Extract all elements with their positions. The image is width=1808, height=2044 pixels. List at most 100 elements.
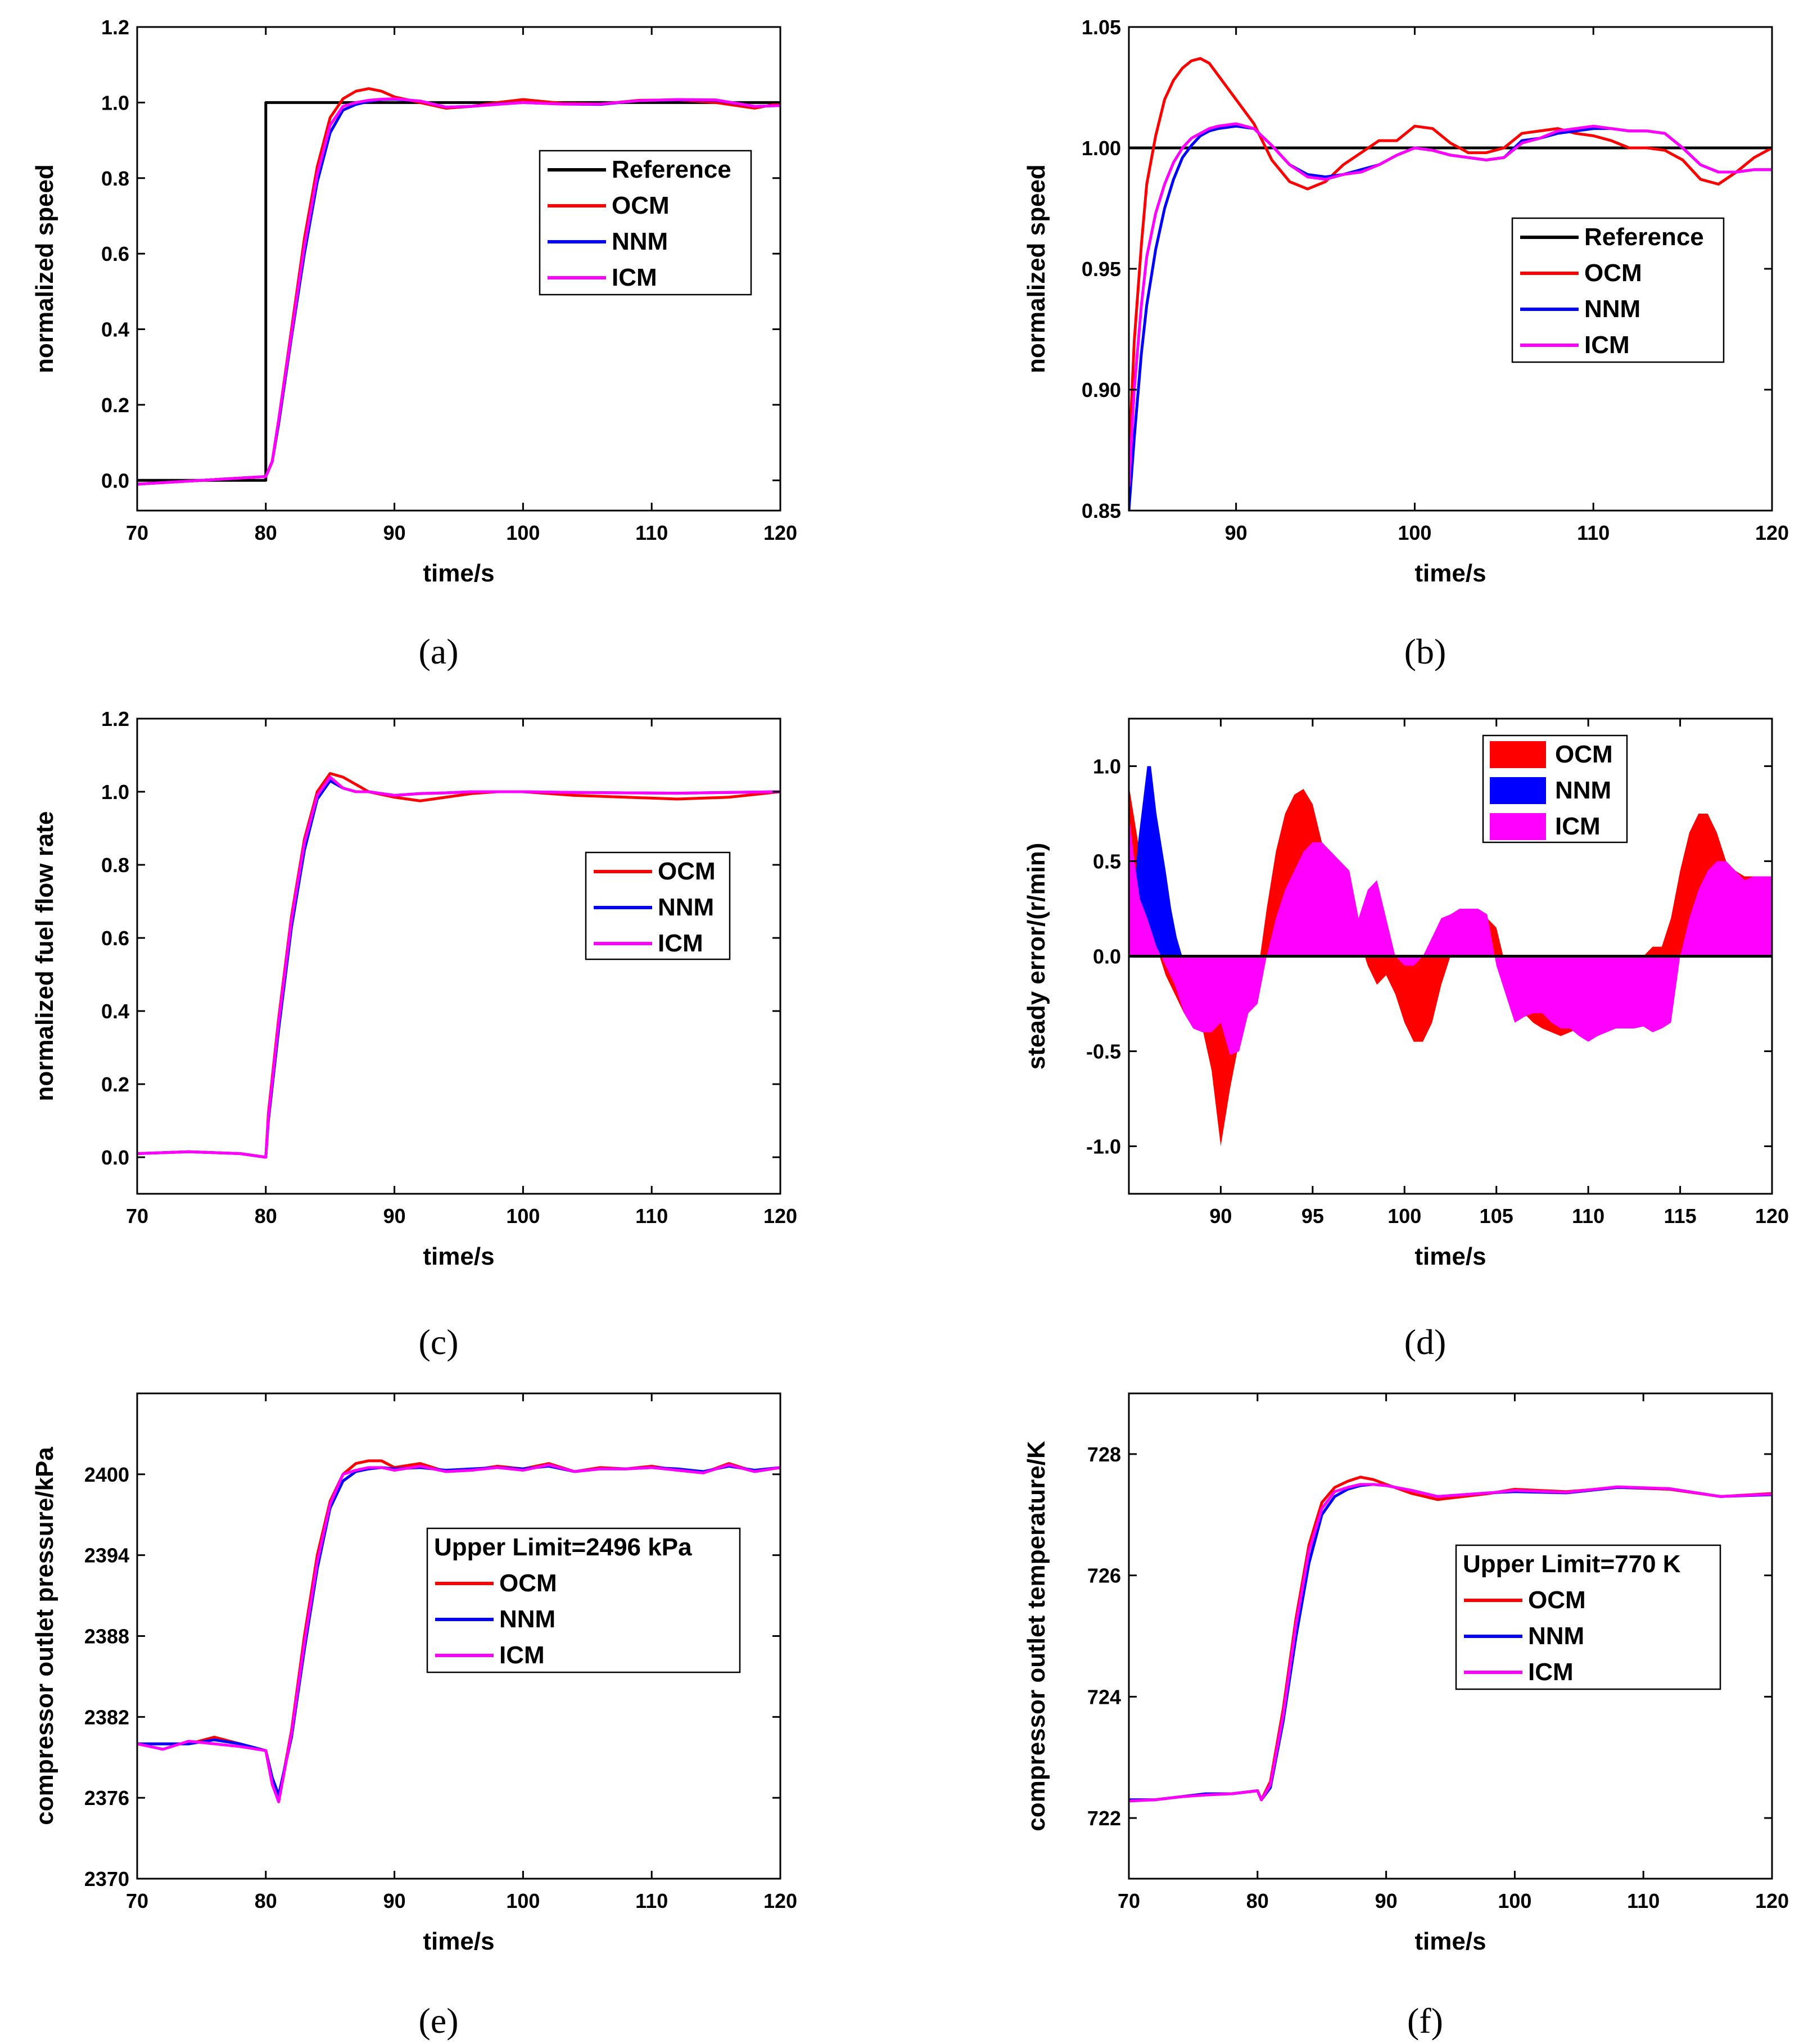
legend-swatch-ocm (1490, 741, 1546, 768)
plot-area (1129, 766, 1772, 1147)
legend-label-icm: ICM (612, 264, 657, 291)
legend-swatch-icm (1490, 813, 1546, 840)
x-tick-label: 110 (635, 521, 668, 544)
y-tick-label: 0.6 (101, 927, 129, 950)
panel-caption: (b) (1404, 631, 1447, 671)
series-line-icm (1129, 1483, 1772, 1803)
y-tick-label: 0.4 (101, 1000, 129, 1023)
plot-area (137, 1459, 780, 1803)
y-tick-label: 722 (1087, 1807, 1121, 1830)
y-tick-label: -0.5 (1086, 1040, 1121, 1063)
y-tick-label: 0.4 (101, 318, 129, 341)
legend: Reference OCM NNM ICM (1511, 217, 1725, 363)
x-tick-label: 100 (1498, 1889, 1531, 1912)
legend-label-ocm: OCM (1528, 1586, 1586, 1614)
y-tick-label: 1.0 (101, 780, 129, 804)
legend: OCM NNM ICM (585, 851, 731, 960)
y-tick-label: 1.0 (101, 91, 129, 114)
x-axis-title: time/s (423, 1928, 494, 1955)
x-tick-label: 110 (1577, 521, 1610, 544)
x-tick-label: 110 (635, 1204, 668, 1228)
y-axis-title: normalized fuel flow rate (31, 811, 58, 1102)
y-tick-label: 728 (1087, 1443, 1121, 1466)
y-tick-label: 0.6 (101, 242, 129, 265)
x-tick-label: 100 (506, 1204, 540, 1228)
y-tick-label: 0.5 (1093, 850, 1121, 873)
y-tick-label: 1.05 (1082, 16, 1121, 39)
x-tick-label: 100 (506, 521, 540, 544)
x-tick-label: 100 (1387, 1204, 1421, 1228)
panel-d: 90 95 100 105 110 115 120 -1.0 -0.5 0.0 0.5 1.0 time… (1023, 718, 1789, 1362)
y-tick-label: 0.2 (101, 394, 129, 417)
legend-label-ocm: OCM (612, 192, 670, 219)
x-tick-label: 120 (1755, 1889, 1789, 1912)
panel-c: 70 80 90 100 110 120 0.0 0.2 0.4 0.6 0.8 1.0 1.2 time… (31, 707, 797, 1362)
legend: Upper Limit=2496 kPa OCM NNM ICM (426, 1527, 741, 1673)
x-tick-label: 120 (763, 521, 797, 544)
legend-label-icm: ICM (1528, 1658, 1574, 1686)
series-line-nnm (137, 779, 780, 1159)
y-tick-label: 726 (1087, 1564, 1121, 1587)
panel-caption: (e) (418, 2001, 458, 2041)
y-tick-label: 0.85 (1082, 499, 1121, 522)
x-axis-title: time/s (423, 1243, 494, 1270)
legend-label-icm: ICM (1555, 813, 1601, 840)
y-tick-label: 2382 (84, 1705, 129, 1729)
legend-label-icm: ICM (499, 1641, 545, 1669)
x-tick-label: 105 (1480, 1204, 1513, 1228)
axis-frame (136, 718, 781, 1195)
x-tick-label: 70 (1118, 1889, 1140, 1912)
series-line-ocm (137, 772, 780, 1159)
legend: OCM NNM ICM (1482, 734, 1628, 843)
x-tick-label: 120 (763, 1889, 797, 1912)
x-tick-label: 120 (1755, 1204, 1789, 1228)
legend-label-nnm: NNM (658, 894, 714, 921)
legend: Reference OCM NNM ICM (539, 150, 752, 296)
y-axis-title: normalized speed (1023, 164, 1050, 373)
y-tick-label: 0.0 (101, 469, 129, 492)
legend-box (539, 150, 752, 296)
legend-label-ocm: OCM (499, 1569, 557, 1597)
series-line-icm (137, 97, 780, 486)
y-tick-label: 0.90 (1082, 378, 1121, 401)
series-line-icm (137, 1463, 780, 1803)
y-axis-title: compressor outlet temperature/K (1023, 1441, 1050, 1831)
legend-title: Upper Limit=770 K (1463, 1550, 1681, 1578)
panel-f: 70 80 90 100 110 120 722 724 726 728 time/s compres… (1023, 1392, 1789, 2041)
legend-title: Upper Limit=2496 kPa (434, 1533, 692, 1561)
x-tick-label: 70 (126, 1889, 148, 1912)
y-tick-label: 2400 (84, 1463, 129, 1486)
x-tick-label: 80 (255, 1204, 277, 1228)
legend: Upper Limit=770 K OCM NNM ICM (1455, 1544, 1721, 1690)
panel-caption: (d) (1404, 1322, 1447, 1362)
x-tick-label: 90 (1209, 1204, 1232, 1228)
x-tick-label: 110 (1627, 1889, 1660, 1912)
x-tick-label: 100 (1398, 521, 1431, 544)
x-tick-label: 70 (126, 1204, 148, 1228)
y-tick-label: 2388 (84, 1625, 129, 1648)
x-axis-title: time/s (1414, 1928, 1486, 1955)
plot-area (1129, 1476, 1772, 1803)
x-tick-label: 90 (383, 521, 406, 544)
y-tick-label: 1.2 (101, 707, 129, 730)
x-tick-label: 90 (1375, 1889, 1398, 1912)
y-tick-label: 2394 (84, 1544, 129, 1567)
legend-label-icm: ICM (658, 929, 703, 957)
y-tick-label: 1.0 (1093, 755, 1121, 778)
x-tick-label: 115 (1664, 1204, 1697, 1228)
legend-label-ocm: OCM (1584, 259, 1642, 287)
legend-label-nnm: NNM (499, 1605, 555, 1633)
panel-b: 90 100 110 120 0.85 0.90 0.95 1.00 1.05 time/s nor… (1023, 16, 1789, 671)
legend-label-ocm: OCM (1555, 741, 1613, 768)
legend-label-nnm: NNM (1584, 295, 1640, 323)
y-tick-label: 0.95 (1082, 258, 1121, 281)
x-tick-label: 120 (1755, 521, 1789, 544)
y-tick-label: 0.2 (101, 1073, 129, 1096)
axis-frame (1128, 1392, 1773, 1880)
y-axis-title: compressor outlet pressure/kPa (31, 1447, 58, 1825)
y-tick-label: 1.2 (101, 16, 129, 39)
y-tick-label: -1.0 (1086, 1135, 1121, 1158)
x-axis-title: time/s (1414, 559, 1486, 587)
